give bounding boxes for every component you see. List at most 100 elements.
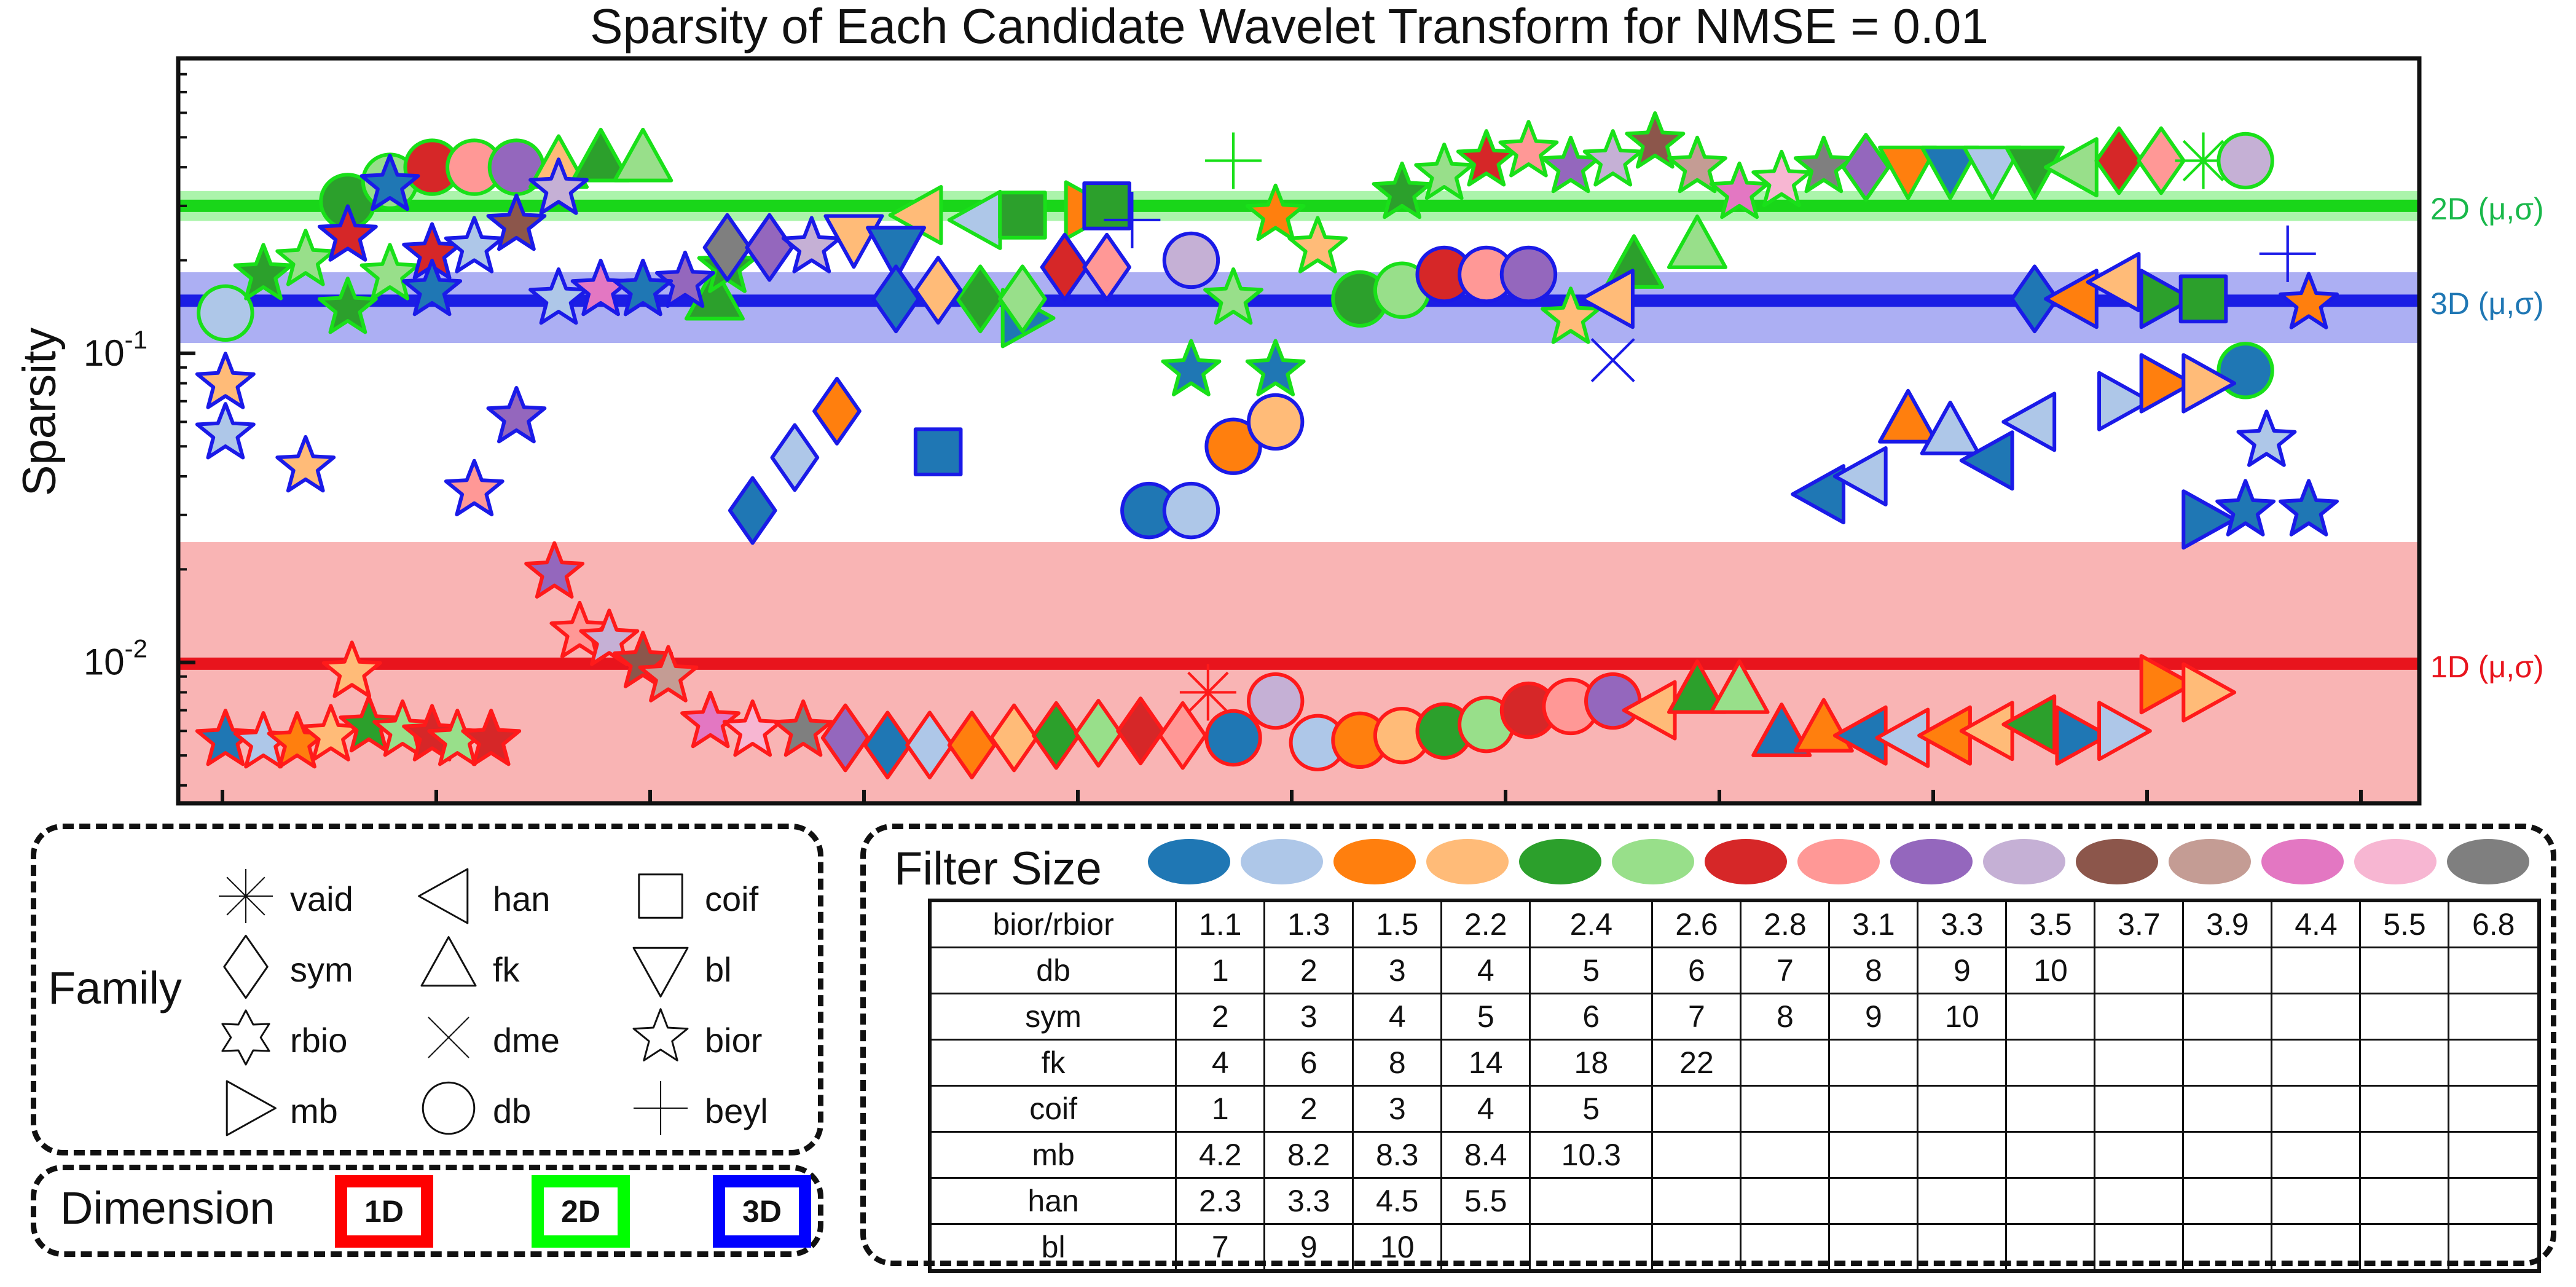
filter-size-cell	[2182, 1039, 2273, 1087]
data-point-3d	[444, 216, 505, 274]
filter-size-cell	[1740, 1131, 1831, 1179]
data-point-3d	[486, 386, 547, 444]
data-point-2d	[613, 127, 673, 183]
data-point-3d	[2086, 251, 2141, 312]
triangledown-legend-icon	[632, 947, 689, 998]
data-point-3d	[2044, 269, 2099, 329]
data-point-3d	[2279, 272, 2339, 329]
data-point-2d	[1203, 267, 1263, 325]
filter-size-cell	[2359, 1177, 2450, 1225]
data-point-1d	[680, 690, 740, 749]
data-point-1d	[2001, 694, 2057, 755]
square-legend-marker	[638, 873, 683, 919]
data-point-3d	[1104, 191, 1161, 248]
diamond-legend-marker	[223, 934, 269, 999]
filter-size-cell	[2094, 1039, 2185, 1087]
filter-size-cell: 2.4	[1529, 899, 1654, 948]
filter-size-cell: 4.4	[2271, 899, 2362, 948]
family-legend-label: sym	[290, 950, 353, 989]
filter-size-cell: 3.1	[1828, 899, 1919, 948]
filter-size-cell	[1828, 1131, 1919, 1179]
filter-size-cell	[2448, 1039, 2540, 1087]
data-point-3d	[613, 258, 673, 317]
filter-family-cell: han	[929, 1177, 1177, 1225]
filter-size-cell	[2005, 993, 2096, 1041]
data-point-3d	[1246, 393, 1305, 451]
filter-size-cell: 1	[1175, 1085, 1266, 1133]
filter-size-cell: 4.5	[1352, 1177, 1443, 1225]
filter-size-cell: 22	[1651, 1039, 1742, 1087]
filter-family-cell: bl	[929, 1223, 1177, 1272]
band-label-2d: 2D (μ,σ)	[2430, 192, 2544, 226]
data-point-1d	[321, 640, 382, 698]
family-legend-label: dme	[493, 1021, 560, 1060]
data-point-3d	[866, 226, 927, 281]
data-point-2d	[1667, 214, 1727, 269]
data-point-3d	[2236, 409, 2297, 467]
filter-size-cell	[2359, 947, 2450, 994]
filter-size-title: Filter Size	[894, 843, 1102, 895]
data-point-1d	[1246, 672, 1305, 730]
filter-size-cell	[2271, 1131, 2362, 1179]
filter-family-cell: fk	[929, 1039, 1177, 1087]
filter-size-cell	[2448, 947, 2540, 994]
filter-family-cell: bior/rbior	[929, 899, 1177, 948]
data-point-3d	[1082, 232, 1131, 302]
data-point-3d	[2178, 274, 2228, 324]
data-point-2d	[2004, 145, 2065, 200]
filter-size-cell	[2271, 1085, 2362, 1133]
data-point-2d	[197, 284, 254, 342]
data-point-2d	[233, 243, 294, 301]
filter-size-cell	[2094, 947, 2185, 994]
filter-size-cell	[2448, 1177, 2540, 1225]
filter-size-cell: 2	[1175, 993, 1266, 1041]
data-point-3d	[402, 258, 463, 317]
filter-size-cell: 8	[1352, 1039, 1443, 1087]
asterisk-legend-icon	[219, 869, 273, 923]
filter-size-cell: 3.9	[2182, 899, 2273, 948]
star6-legend-icon	[221, 1009, 270, 1066]
filter-size-cell	[2005, 1039, 2096, 1087]
data-point-1d	[773, 699, 833, 757]
filter-size-swatch	[1426, 839, 1509, 884]
filter-size-row: bior/rbior 1.1 1.3 1.5 2.2 2.4 2.6 2.8 3.1 3.3 3.5…	[929, 899, 2540, 948]
plot-frame	[176, 56, 2422, 806]
data-point-2d	[1372, 161, 1432, 219]
filter-size-cell: 7	[1175, 1223, 1266, 1272]
data-point-2d	[359, 243, 420, 301]
filter-size-cell: 1.5	[1352, 899, 1443, 948]
data-point-3d	[317, 204, 378, 262]
filter-size-swatch	[1983, 839, 2065, 884]
data-point-3d	[2010, 264, 2059, 334]
data-point-1d	[195, 709, 256, 766]
filter-size-cell	[1651, 1131, 1742, 1179]
data-point-1d	[2139, 654, 2194, 715]
filter-size-cell	[2182, 947, 2273, 994]
filter-family-cell: coif	[929, 1085, 1177, 1133]
filter-size-swatch	[1241, 839, 1323, 884]
data-point-3d	[444, 459, 505, 517]
filter-size-cell	[2005, 1223, 2096, 1272]
filter-size-cell	[2005, 1177, 2096, 1225]
data-point-1d	[1584, 672, 1642, 730]
filter-size-row: sym 2 3 4 5 6 7 8 9 10	[929, 993, 2540, 1041]
filter-size-cell: 5.5	[1440, 1177, 1531, 1225]
data-point-1d	[2055, 705, 2110, 766]
filter-size-cell	[2448, 1223, 2540, 1272]
filter-size-cell	[1740, 1085, 1831, 1133]
filter-size-cell: 3.3	[1263, 1177, 1354, 1225]
data-point-2d	[1667, 135, 1727, 194]
data-point-1d	[905, 710, 954, 780]
filter-size-cell: 3	[1352, 947, 1443, 994]
filter-size-cell: 3	[1263, 993, 1354, 1041]
data-point-1d	[372, 699, 433, 757]
circle-legend-icon	[422, 1081, 476, 1135]
data-point-1d	[1709, 659, 1770, 714]
filter-size-cell	[1440, 1223, 1531, 1272]
filter-size-cell	[1828, 1223, 1919, 1272]
filter-size-swatch	[1705, 839, 1787, 884]
filter-size-cell: 7	[1740, 947, 1831, 994]
data-point-3d	[2279, 479, 2339, 537]
filter-size-cell	[2182, 993, 2273, 1041]
filter-size-cell: 1.1	[1175, 899, 1266, 948]
